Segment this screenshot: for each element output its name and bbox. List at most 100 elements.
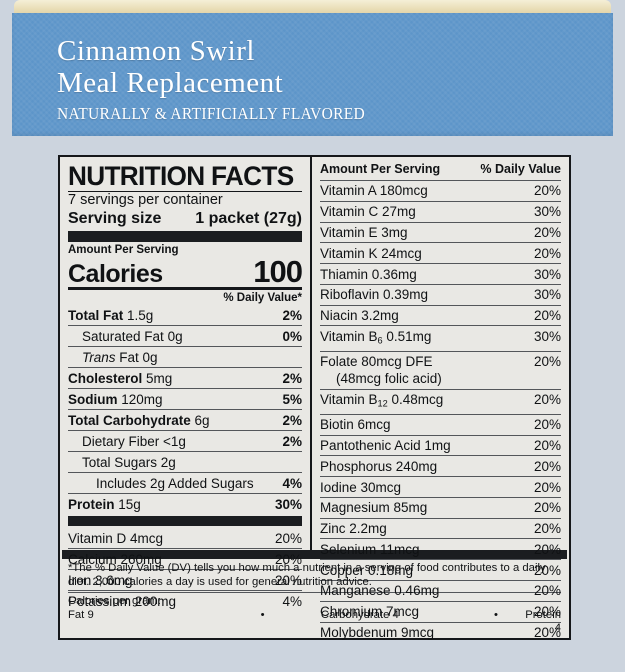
mineral-name: Calcium 260mg — [68, 551, 162, 567]
nutrient-name: Sodium 120mg — [68, 391, 163, 407]
mineral-daily-value: 20% — [274, 530, 302, 546]
nutrient-daily-value: 30% — [274, 496, 302, 512]
nutrition-left-column: NUTRITION FACTS 7 servings per container… — [60, 157, 310, 609]
nutrient-name: Total Sugars 2g — [82, 454, 176, 470]
vitamin-row: Niacin 3.2mg 20% — [320, 306, 561, 327]
mineral-daily-value: 20% — [274, 572, 302, 588]
nutrient-name: Trans Fat 0g — [82, 349, 158, 365]
vitamin-row: Vitamin A 180mcg 20% — [320, 181, 561, 202]
vitamin-name: Chromium 7mcg — [320, 604, 420, 620]
nutrient-amount: <1g — [159, 433, 186, 449]
calories-value: 100 — [253, 254, 303, 289]
vitamin-row: Vitamin C 27mg 30% — [320, 202, 561, 223]
nutrient-name: Dietary Fiber <1g — [82, 433, 186, 449]
vitamin-daily-value: 20% — [533, 624, 561, 640]
vitamin-row: Folate 80mcg DFE 20% — [320, 352, 561, 369]
vitamin-row: Magnesium 85mg 20% — [320, 498, 561, 519]
nutrient-amount: 1.5g — [123, 307, 154, 323]
cpg-dot-2: • — [494, 608, 498, 621]
footnote-block: *The % Daily Value (DV) tells you how mu… — [60, 559, 569, 636]
nutrient-row: Sodium 120mg 5% — [68, 389, 302, 410]
daily-value-footnote: *The % Daily Value (DV) tells you how mu… — [68, 562, 561, 593]
vitamin-name: Biotin 6mcg — [320, 417, 391, 433]
vitamin-daily-value: 20% — [533, 392, 561, 408]
vitamin-daily-value: 20% — [533, 479, 561, 495]
nutrient-row: Cholesterol 5mg 2% — [68, 368, 302, 389]
vitamin-name: Vitamin E 3mg — [320, 224, 408, 240]
vitamin-daily-value: 20% — [533, 245, 561, 261]
vitamin-daily-value: 20% — [533, 604, 561, 620]
mineral-name: Vitamin D 4mcg — [68, 530, 164, 546]
vitamin-row: Biotin 6mcg 20% — [320, 415, 561, 436]
title-rule — [68, 191, 302, 192]
calories-bottom-rule — [68, 287, 302, 290]
minerals-separator-bar — [68, 516, 302, 526]
nutrient-daily-value: 2% — [282, 370, 302, 386]
cpg-protein: Protein 4 — [525, 608, 561, 635]
vitamin-name: Vitamin B6 0.51mg — [320, 328, 432, 346]
nutrient-row: Trans Fat 0g — [68, 347, 302, 368]
vitamin-row: Phosphorus 240mg 20% — [320, 456, 561, 478]
product-name-line1: Cinnamon Swirl — [57, 35, 255, 67]
vitamin-daily-value: 30% — [533, 204, 561, 220]
calories-per-gram-label: Calories per gram: — [68, 595, 161, 607]
vitamin-daily-value: 20% — [533, 224, 561, 240]
right-daily-value-label: % Daily Value — [480, 162, 561, 176]
mineral-row: Potassium 200mg 4% — [68, 591, 302, 611]
cpg-dot-1: • — [260, 608, 265, 621]
nutrient-amount: 120mg — [117, 391, 163, 407]
nutrient-daily-value: 4% — [282, 475, 302, 491]
nutrient-amount: 6g — [190, 412, 210, 428]
nutrient-amount: 0g — [163, 328, 183, 344]
nutrient-amount: 15g — [114, 496, 141, 512]
vitamin-daily-value: 20% — [533, 417, 561, 433]
calories-per-gram-row: Fat 9 • Carbohydrate 4 • Protein 4 — [68, 609, 561, 636]
vitamin-daily-value: 20% — [533, 521, 561, 537]
nutrient-name: Total Carbohydrate 6g — [68, 412, 210, 428]
footnote-separator-bar — [62, 550, 567, 559]
nutrient-row: Includes 2g Added Sugars 4% — [68, 473, 302, 494]
vitamin-name: Molybdenum 9mcg — [320, 624, 435, 640]
vitamin-row: Pantothenic Acid 1mg 20% — [320, 436, 561, 457]
nutrient-row-list: Total Fat 1.5g 2% Saturated Fat 0g 0% Trans … — [68, 305, 302, 514]
nutrition-facts-panel: NUTRITION FACTS 7 servings per container… — [58, 155, 571, 640]
vitamin-row: Riboflavin 0.39mg 30% — [320, 285, 561, 306]
serving-size-value: 1 packet (27g) — [195, 210, 302, 227]
vitamin-name: Riboflavin 0.39mg — [320, 287, 429, 303]
vitamin-daily-value: 20% — [533, 583, 561, 599]
vitamin-name: Vitamin A 180mcg — [320, 183, 428, 199]
nutrient-daily-value: 5% — [282, 391, 302, 407]
vitamin-daily-value: 20% — [533, 500, 561, 516]
vitamin-row-list: Vitamin A 180mcg 20% Vitamin C 27mg 30% Vita… — [320, 181, 561, 640]
nutrient-row: Dietary Fiber <1g 2% — [68, 431, 302, 452]
nutrient-name: Saturated Fat 0g — [82, 328, 183, 344]
nutrient-name: Protein 15g — [68, 496, 141, 512]
cpg-carbohydrate: Carbohydrate 4 — [320, 608, 399, 621]
vitamin-row: Thiamin 0.36mg 30% — [320, 264, 561, 285]
nutrient-name: Includes 2g Added Sugars — [96, 475, 254, 491]
package-top-strip — [14, 0, 611, 16]
vitamin-row: Iodine 30mcg 20% — [320, 477, 561, 498]
mineral-name: Potassium 200mg — [68, 593, 177, 609]
vitamin-name: Niacin 3.2mg — [320, 308, 399, 324]
nutrient-amount: 5mg — [142, 370, 173, 386]
daily-value-header: % Daily Value* — [223, 292, 302, 304]
vitamin-name: Magnesium 85mg — [320, 500, 428, 516]
vitamin-row: Vitamin K 24mcg 20% — [320, 243, 561, 265]
vitamin-row: Copper 0.18mg 20% — [320, 560, 561, 582]
mineral-row: Iron 3.6mg 20% — [68, 570, 302, 591]
calories-per-gram-block: Calories per gram: Fat 9 • Carbohydrate … — [68, 593, 561, 636]
vitamin-name: Copper 0.18mg — [320, 562, 414, 578]
calories-label: Calories — [68, 260, 163, 288]
vitamin-daily-value: 30% — [533, 287, 561, 303]
panel-columns: NUTRITION FACTS 7 servings per container… — [60, 157, 569, 640]
nutrient-amount: 2g — [157, 454, 176, 470]
package-header-band: Cinnamon Swirl Meal Replacement NATURALL… — [12, 13, 613, 136]
vitamin-name: Folate 80mcg DFE — [320, 353, 433, 369]
mineral-daily-value: 4% — [282, 593, 302, 609]
mineral-name: Iron 3.6mg — [68, 572, 133, 588]
nutrient-row: Total Sugars 2g — [68, 452, 302, 473]
nutrient-name: Total Fat 1.5g — [68, 307, 154, 323]
cpg-fat: Fat 9 — [68, 608, 94, 621]
vitamin-daily-value: 20% — [533, 458, 561, 474]
